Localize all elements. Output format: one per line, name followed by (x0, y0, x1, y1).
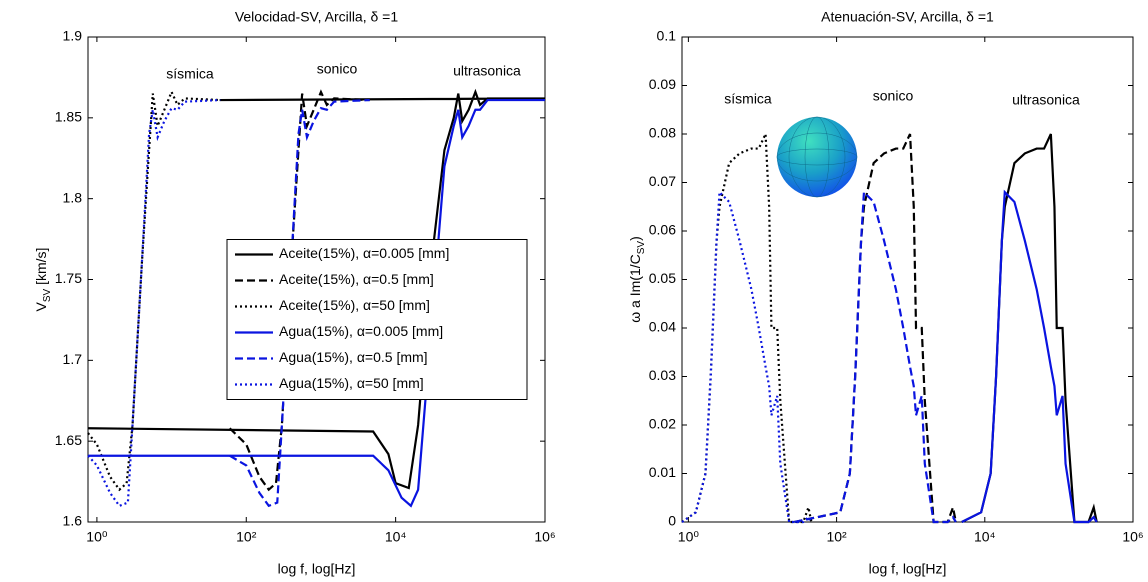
y-axis-label: VSV [km/s] (33, 248, 53, 312)
y-axis-label-sub: SV (42, 288, 53, 302)
series-line (88, 98, 545, 508)
series-line (229, 98, 370, 508)
chart-title: Atenuación-SV, Arcilla, δ =1 (821, 9, 994, 25)
annotation: sísmica (166, 66, 214, 82)
legend-label: Agua(15%), α=50 [mm] (279, 375, 424, 391)
y-tick-label: 1.85 (55, 109, 82, 125)
x-tick-label: 10² (236, 529, 257, 545)
y-tick-label: 1.75 (55, 270, 82, 286)
y-tick-label: 0.09 (649, 76, 676, 92)
annotation: sonico (317, 61, 358, 77)
y-tick-label: 0.07 (649, 173, 676, 189)
y-tick-label: 0 (668, 513, 676, 529)
legend-label: Aceite(15%), α=50 [mm] (279, 297, 430, 313)
y-axis-label: ω a Im(1/CSV) (627, 236, 647, 323)
y-tick-label: 1.8 (63, 189, 83, 205)
y-axis-label-text: ω a Im(1/C (627, 254, 643, 323)
y-tick-label: 0.1 (657, 28, 677, 44)
plot-area (681, 36, 1134, 523)
x-tick-label: 10⁶ (534, 529, 555, 545)
y-tick-label: 0.05 (649, 270, 676, 286)
legend-label: Aceite(15%), α=0.005 [mm] (279, 245, 449, 261)
y-axis-label-text: V (33, 301, 49, 311)
annotation: ultrasonica (1012, 92, 1080, 108)
series-line (228, 89, 370, 492)
legend-label: Agua(15%), α=0.005 [mm] (279, 323, 443, 339)
y-tick-label: 1.7 (63, 351, 83, 367)
y-tick-label: 0.04 (649, 319, 676, 335)
x-tick-label: 10⁰ (678, 529, 700, 545)
x-tick-label: 10² (826, 529, 847, 545)
annotation: sonico (873, 88, 914, 104)
series-line (681, 189, 813, 524)
y-tick-label: 1.65 (55, 432, 82, 448)
y-tick-label: 0.02 (649, 416, 676, 432)
x-tick-label: 10⁴ (974, 529, 996, 545)
sphere-decoration (776, 116, 858, 198)
y-tick-label: 1.6 (63, 513, 83, 529)
series-line (794, 189, 957, 524)
y-axis-label-after: ) (627, 236, 643, 241)
x-axis-label: log f, log[Hz] (869, 561, 947, 577)
legend-label: Aceite(15%), α=0.5 [mm] (279, 271, 434, 287)
annotation: ultrasonica (453, 63, 521, 79)
series-line (961, 189, 1098, 524)
y-tick-label: 1.9 (63, 28, 83, 44)
x-tick-label: 10⁴ (385, 529, 407, 545)
y-tick-label: 0.01 (649, 464, 676, 480)
series-line (87, 88, 546, 490)
chart-title: Velocidad-SV, Arcilla, δ =1 (235, 9, 399, 25)
x-axis-label: log f, log[Hz] (278, 561, 356, 577)
y-tick-label: 0.03 (649, 367, 676, 383)
y-axis-label-sub: SV (636, 241, 647, 255)
annotation: sísmica (724, 91, 772, 107)
y-tick-label: 0.06 (649, 222, 676, 238)
legend-label: Agua(15%), α=0.5 [mm] (279, 349, 428, 365)
x-tick-label: 10⁶ (1122, 529, 1143, 545)
y-axis-label-after: [km/s] (33, 248, 49, 289)
series-line (87, 98, 221, 508)
legend-box (226, 239, 528, 400)
y-tick-label: 0.08 (649, 125, 676, 141)
x-tick-label: 10⁰ (86, 529, 108, 545)
